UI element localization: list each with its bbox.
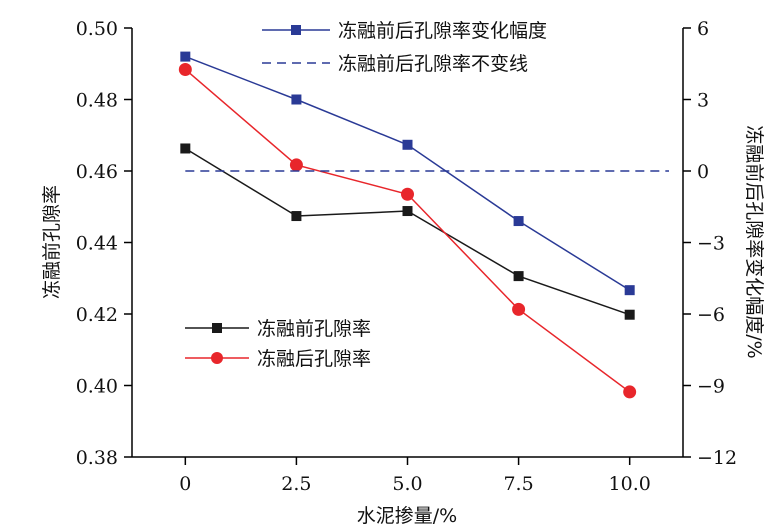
legend-bottom: 冻融前孔隙率 冻融后孔隙率 [185, 318, 371, 370]
data-point [180, 51, 191, 62]
legend-baseline-label: 冻融前后孔隙率不变线 [338, 53, 528, 75]
legend-item-before: 冻融前孔隙率 [185, 318, 371, 340]
legend-change-marker [291, 25, 301, 35]
bottom-tick-label: 0 [179, 473, 191, 495]
bottom-tick-label: 5.0 [392, 473, 422, 495]
series-line [184, 147, 630, 316]
axes [131, 28, 684, 458]
right-tick-label: 0 [697, 161, 709, 183]
left-tick-label: 0.46 [76, 161, 118, 183]
left-tick-label: 0.44 [76, 233, 118, 255]
right-tick-label: −3 [697, 233, 725, 255]
legend-item-baseline: 冻融前后孔隙率不变线 [262, 53, 528, 75]
bottom-tick-label: 10.0 [609, 473, 651, 495]
right-tick-label: −12 [697, 447, 737, 469]
data-point [402, 206, 413, 217]
x-axis-title: 水泥掺量/% [357, 505, 457, 527]
series-1 [178, 62, 637, 399]
legend-top: 冻融前后孔隙率变化幅度 冻融前后孔隙率不变线 [262, 20, 547, 75]
series-line [185, 55, 631, 291]
right-tick-label: 6 [697, 18, 709, 40]
left-tick-label: 0.40 [76, 376, 118, 398]
data-point [289, 158, 303, 172]
legend-change-label: 冻融前后孔隙率变化幅度 [338, 20, 547, 42]
right-tick-label: 3 [697, 90, 709, 112]
series-line [184, 68, 631, 393]
data-point [402, 139, 413, 150]
legend-item-after: 冻融后孔隙率 [185, 348, 371, 370]
legend-after-label: 冻融后孔隙率 [257, 348, 371, 370]
bottom-ticks: 0 2.5 5.0 7.5 10.0 [179, 457, 651, 495]
series-2 [180, 51, 635, 296]
data-point [623, 385, 637, 399]
legend-before-label: 冻融前孔隙率 [257, 318, 371, 340]
left-axis-title: 冻融前孔隙率 [41, 185, 63, 299]
right-axis-title: 冻融前后孔隙率变化幅度/% [743, 125, 765, 358]
legend-item-change: 冻融前后孔隙率变化幅度 [262, 20, 547, 42]
data-point [512, 302, 526, 316]
legend-before-marker [212, 323, 222, 333]
right-ticks: 6 3 0 −3 −6 −9 −12 [683, 18, 737, 469]
left-tick-label: 0.42 [76, 304, 118, 326]
data-point [401, 187, 414, 201]
right-tick-label: −9 [697, 376, 725, 398]
left-tick-label: 0.50 [76, 18, 118, 40]
data-point [291, 211, 302, 222]
data-point [291, 94, 302, 105]
data-point [624, 309, 635, 320]
series-0 [180, 143, 635, 320]
series-layer [178, 51, 669, 399]
data-point [624, 285, 635, 296]
data-point [178, 62, 192, 76]
left-tick-label: 0.48 [76, 90, 118, 112]
bottom-tick-label: 2.5 [281, 473, 311, 495]
data-point [513, 216, 524, 227]
right-tick-label: −6 [697, 304, 725, 326]
legend-after-marker [211, 352, 223, 364]
bottom-tick-label: 7.5 [503, 473, 533, 495]
left-ticks: 0.50 0.48 0.46 0.44 0.42 0.40 0.38 [76, 18, 132, 469]
left-tick-label: 0.38 [76, 447, 118, 469]
data-point [180, 143, 191, 154]
data-point [513, 271, 524, 282]
